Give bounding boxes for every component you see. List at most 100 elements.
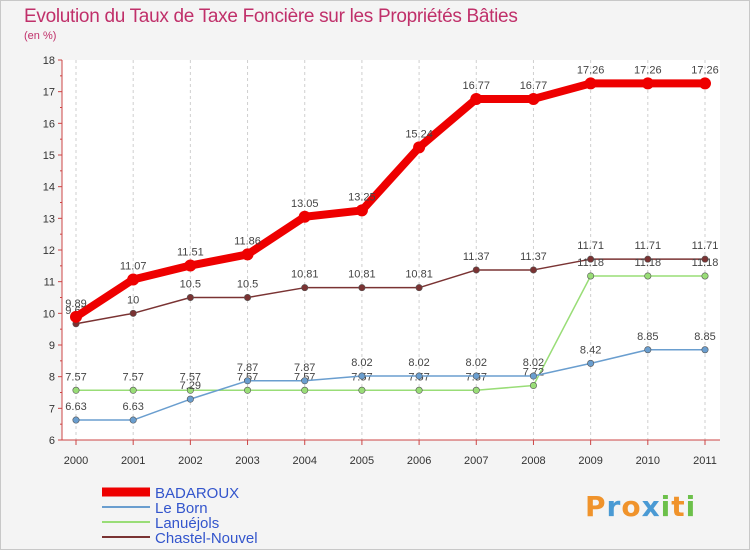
data-point: [701, 272, 709, 280]
data-point: [472, 266, 480, 274]
y-tick-label-8: 8: [49, 372, 55, 384]
series-line: [75, 349, 706, 421]
data-label: 11.71: [634, 240, 661, 252]
series-badaroux: 9.89 11.07 11.51 11.86 13.05 13.25 15.24 16.77 1…: [65, 64, 719, 323]
data-point: [186, 395, 194, 403]
data-point: [413, 141, 426, 154]
y-tick-label-18: 18: [43, 55, 55, 67]
logo-letter: o: [621, 490, 642, 523]
data-label: 9.89: [65, 298, 86, 310]
data-point: [186, 293, 194, 301]
data-label: 11.18: [577, 257, 604, 269]
data-point: [70, 310, 82, 323]
series-le-born: 6.63 6.63 7.29 7.87 7.87 8.02 8.02 8.02 8.02 8.42…: [65, 331, 716, 424]
data-point: [527, 92, 540, 105]
data-label: 13.05: [291, 198, 319, 210]
logo-letter: i: [660, 490, 672, 523]
data-point: [301, 377, 309, 385]
series-line: [75, 258, 706, 325]
unit-label: (en %): [24, 30, 57, 42]
data-point: [184, 259, 197, 272]
data-point: [587, 255, 595, 263]
data-label: 8.02: [408, 357, 429, 369]
data-label: 11.51: [177, 247, 204, 259]
data-point: [472, 372, 480, 380]
x-tick-label-2006: 2006: [407, 455, 431, 467]
y-tick-label-15: 15: [43, 150, 55, 162]
data-point: [529, 372, 537, 380]
data-label: 10: [127, 294, 139, 306]
data-label: 11.86: [234, 235, 261, 247]
data-label: 10.5: [180, 279, 201, 291]
data-label: 16.77: [463, 80, 491, 92]
data-label: 10.81: [348, 269, 376, 281]
x-tick-label-2010: 2010: [636, 455, 660, 467]
y-tick-label-17: 17: [43, 87, 55, 99]
data-point: [301, 386, 309, 394]
data-label: 7.87: [237, 362, 258, 374]
data-label: 8.02: [523, 357, 544, 369]
y-tick-label-13: 13: [43, 213, 55, 225]
data-label: 11.07: [120, 260, 147, 272]
data-label: 11.18: [692, 257, 719, 269]
x-tick-label-2007: 2007: [464, 455, 488, 467]
data-point: [355, 204, 368, 217]
y-tick-label-9: 9: [49, 340, 55, 352]
data-label: 11.18: [634, 257, 661, 269]
plot-area: [62, 60, 720, 440]
x-tick-label-2000: 2000: [64, 455, 88, 467]
legend-label-2: Lanuéjols: [155, 515, 219, 532]
data-label: 17.26: [691, 64, 719, 76]
data-label: 7.57: [180, 371, 201, 383]
data-point: [72, 416, 80, 424]
logo-letter: P: [585, 490, 607, 523]
data-point: [241, 248, 254, 261]
x-tick-label-2005: 2005: [350, 455, 374, 467]
data-point: [415, 372, 423, 380]
data-label: 8.42: [580, 344, 601, 356]
x-tick-label-2008: 2008: [521, 455, 545, 467]
legend-label-3: Chastel-Nouvel: [155, 530, 258, 547]
data-point: [298, 210, 311, 223]
data-point: [72, 386, 80, 394]
data-label: 11.37: [520, 251, 547, 263]
data-point: [584, 77, 597, 90]
data-point: [644, 272, 652, 280]
logo-letter: i: [685, 490, 697, 523]
data-point: [127, 273, 140, 286]
legend-label-1: Le Born: [155, 500, 208, 517]
data-point: [701, 255, 709, 263]
data-point: [358, 386, 366, 394]
data-point: [644, 255, 652, 263]
data-label: 15.24: [405, 128, 433, 140]
y-tick-label-10: 10: [43, 308, 55, 320]
data-point: [587, 359, 595, 367]
data-point: [301, 284, 309, 292]
data-point: [699, 77, 711, 90]
x-tick-label-2004: 2004: [292, 455, 316, 467]
y-tick-label-7: 7: [49, 403, 55, 415]
data-point: [358, 372, 366, 380]
data-label: 13.25: [348, 191, 376, 203]
data-point: [644, 346, 652, 354]
data-label: 7.57: [122, 371, 143, 383]
legend-label-0: BADAROUX: [155, 485, 239, 502]
data-label: 8.02: [466, 357, 487, 369]
data-point: [186, 386, 194, 394]
data-label: 11.71: [692, 240, 719, 252]
data-label: 11.71: [577, 240, 604, 252]
y-tick-label-6: 6: [49, 435, 55, 447]
data-point: [129, 386, 137, 394]
logo-letter: t: [671, 490, 686, 523]
chart-title: Evolution du Taux de Taxe Foncière sur l…: [24, 6, 518, 27]
data-point: [129, 309, 137, 317]
data-label: 17.26: [634, 64, 662, 76]
data-point: [244, 386, 252, 394]
proxiti-logo: Proxiti: [585, 490, 696, 523]
series-line: [75, 275, 706, 392]
data-label: 7.57: [65, 371, 86, 383]
series-line: [72, 79, 709, 321]
data-label: 16.77: [520, 80, 548, 92]
data-point: [129, 416, 137, 424]
logo-letter: r: [606, 490, 622, 523]
